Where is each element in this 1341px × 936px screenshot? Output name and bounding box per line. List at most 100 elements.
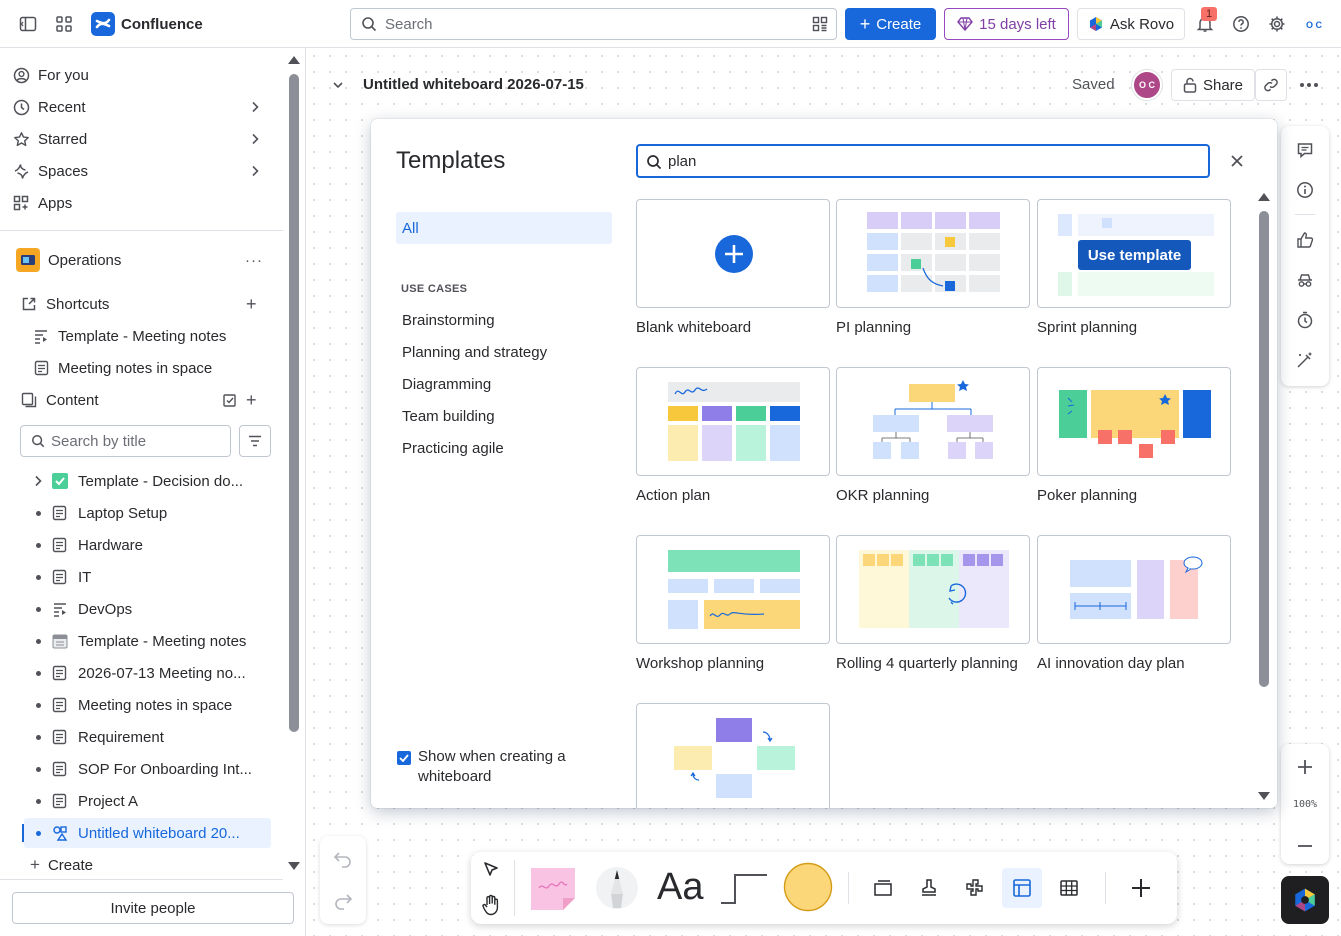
category-all[interactable]: All <box>396 212 612 244</box>
create-from-template-icon[interactable] <box>222 392 238 408</box>
sticky-note-tool-icon[interactable] <box>529 866 579 912</box>
page-tree-item[interactable]: Meeting notes in space <box>24 690 271 720</box>
close-icon[interactable] <box>1227 151 1247 171</box>
select-tool-icon[interactable] <box>481 860 501 880</box>
sidebar-item-for-you[interactable]: For you <box>12 60 89 90</box>
sidebar-toggle-icon[interactable] <box>16 12 40 36</box>
text-tool-icon[interactable]: Aa <box>657 866 704 908</box>
scroll-down-icon[interactable] <box>1257 790 1271 802</box>
template-card-pi-planning[interactable]: PI planning <box>836 199 1030 336</box>
sidebar-item-shortcuts[interactable]: Shortcuts + <box>20 289 271 319</box>
content-filter-input[interactable]: Search by title <box>20 425 231 457</box>
modal-scrollbar[interactable] <box>1257 189 1271 803</box>
template-card-sprint-planning[interactable]: Use template Sprint planning <box>1037 199 1231 336</box>
collaborator-avatar[interactable]: O C <box>1132 70 1162 100</box>
whiteboard-title[interactable]: Untitled whiteboard 2026-07-15 <box>363 76 584 93</box>
more-tools-plus-icon[interactable] <box>1129 876 1153 900</box>
checkbox-checked-icon[interactable] <box>397 751 411 765</box>
sidebar-scroll-thumb[interactable] <box>289 74 299 732</box>
help-icon[interactable] <box>1229 12 1253 36</box>
sidebar-item-spaces[interactable]: Spaces <box>12 156 272 186</box>
copy-link-button[interactable] <box>1255 69 1287 101</box>
page-tree-item[interactable]: Laptop Setup <box>24 498 271 528</box>
collapse-chevron-icon[interactable] <box>331 78 345 92</box>
like-icon[interactable] <box>1295 230 1315 250</box>
trial-button[interactable]: 15 days left <box>944 8 1069 40</box>
templates-tool-button[interactable] <box>1002 868 1042 908</box>
zoom-out-icon[interactable] <box>1295 836 1315 856</box>
undo-icon[interactable] <box>333 850 353 868</box>
magic-wand-icon[interactable] <box>1295 350 1315 370</box>
sidebar-scrollbar[interactable] <box>287 52 301 872</box>
space-more-icon[interactable]: ··· <box>245 251 263 269</box>
page-tree-item[interactable]: Template - Meeting notes <box>24 626 271 656</box>
info-icon[interactable] <box>1295 180 1315 200</box>
category-brainstorming[interactable]: Brainstorming <box>402 312 495 329</box>
template-card-blank-whiteboard[interactable]: Blank whiteboard <box>636 199 830 336</box>
search-filter-icon[interactable] <box>812 16 828 32</box>
page-tree-item[interactable]: SOP For Onboarding Int... <box>24 754 271 784</box>
page-tree-item[interactable]: Untitled whiteboard 20... <box>24 818 271 848</box>
sidebar-item-starred[interactable]: Starred <box>12 124 272 154</box>
template-search-input[interactable] <box>636 144 1210 178</box>
hand-tool-icon[interactable] <box>481 894 501 916</box>
sidebar-item-recent[interactable]: Recent <box>12 92 272 122</box>
connector-tool-icon[interactable] <box>719 872 769 906</box>
zoom-in-icon[interactable] <box>1295 757 1315 777</box>
sidebar-item-content[interactable]: Content + <box>20 385 271 415</box>
table-tool-icon[interactable] <box>1059 878 1079 898</box>
confluence-logo[interactable]: Confluence <box>91 12 203 36</box>
page-tree-item[interactable]: IT <box>24 562 271 592</box>
global-search-input[interactable]: Search <box>350 8 837 40</box>
shortcut-item[interactable]: Template - Meeting notes <box>32 321 226 351</box>
frame-tool-icon[interactable] <box>873 878 893 898</box>
category-planning-and-strategy[interactable]: Planning and strategy <box>402 344 548 361</box>
page-tree-item[interactable]: DevOps <box>24 594 271 624</box>
create-button[interactable]: + Create <box>845 8 936 40</box>
more-actions-icon[interactable] <box>1296 72 1322 98</box>
rovo-chat-button[interactable] <box>1281 876 1329 924</box>
show-when-creating-checkbox[interactable]: Show when creating a whiteboard <box>397 747 597 787</box>
redo-icon[interactable] <box>333 892 353 910</box>
timer-icon[interactable] <box>1295 310 1315 330</box>
add-content-icon[interactable]: + <box>246 389 257 410</box>
scroll-down-icon[interactable] <box>287 860 301 872</box>
category-team-building[interactable]: Team building <box>402 408 495 425</box>
template-card-rolling-4-quarterly-planning[interactable]: Rolling 4 quarterly planning <box>836 535 1030 672</box>
pen-tool-icon[interactable] <box>595 866 639 910</box>
chevron-right-icon[interactable] <box>24 475 52 487</box>
filter-options-button[interactable] <box>239 425 271 457</box>
share-button[interactable]: Share <box>1171 69 1255 101</box>
use-template-button[interactable]: Use template <box>1078 240 1191 270</box>
page-tree-item[interactable]: Project A <box>24 786 271 816</box>
apps-tool-icon[interactable] <box>965 878 985 898</box>
category-diagramming[interactable]: Diagramming <box>402 376 492 393</box>
page-tree-item[interactable]: Template - Decision do... <box>24 466 271 496</box>
incognito-icon[interactable] <box>1295 270 1315 290</box>
space-header-operations[interactable]: Operations ··· <box>16 245 271 275</box>
scroll-up-icon[interactable] <box>1257 191 1271 203</box>
template-card-action-plan[interactable]: Action plan <box>636 367 830 504</box>
template-card-poker-planning[interactable]: Poker planning <box>1037 367 1231 504</box>
page-tree-item[interactable]: Hardware <box>24 530 271 560</box>
page-tree-item[interactable]: 2026-07-13 Meeting no... <box>24 658 271 688</box>
sidebar-create-button[interactable]: + Create <box>30 850 93 880</box>
shortcut-item[interactable]: Meeting notes in space <box>32 353 212 383</box>
invite-people-button[interactable]: Invite people <box>12 892 294 924</box>
category-practicing-agile[interactable]: Practicing agile <box>402 440 504 457</box>
template-card-partial[interactable] <box>636 703 830 808</box>
stamp-tool-icon[interactable] <box>919 878 939 898</box>
settings-gear-icon[interactable] <box>1265 12 1289 36</box>
shape-tool-icon[interactable] <box>783 862 833 912</box>
template-card-okr-planning[interactable]: OKR planning <box>836 367 1030 504</box>
add-shortcut-icon[interactable]: + <box>246 293 257 314</box>
modal-scroll-thumb[interactable] <box>1259 211 1269 687</box>
comments-icon[interactable] <box>1295 140 1315 160</box>
zoom-level[interactable]: 100% <box>1292 799 1318 810</box>
template-card-ai-innovation-day-plan[interactable]: AI innovation day plan <box>1037 535 1231 672</box>
sidebar-item-apps[interactable]: Apps <box>12 188 72 218</box>
page-tree-item[interactable]: Requirement <box>24 722 271 752</box>
template-card-workshop-planning[interactable]: Workshop planning <box>636 535 830 672</box>
ask-rovo-button[interactable]: Ask Rovo <box>1077 8 1185 40</box>
app-switcher-icon[interactable] <box>52 12 76 36</box>
